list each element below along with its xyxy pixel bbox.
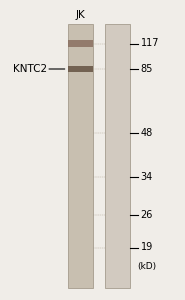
Text: 34: 34 <box>141 172 153 182</box>
Text: 48: 48 <box>141 128 153 139</box>
Text: 19: 19 <box>141 242 153 253</box>
Bar <box>68 24 92 288</box>
Text: 85: 85 <box>141 64 153 74</box>
Bar <box>68 40 92 47</box>
Text: (kD): (kD) <box>137 262 157 272</box>
Text: 117: 117 <box>141 38 159 49</box>
Text: KNTC2: KNTC2 <box>13 64 47 74</box>
Bar <box>105 24 130 288</box>
Text: JK: JK <box>76 10 85 20</box>
Text: 26: 26 <box>141 209 153 220</box>
Bar <box>68 66 92 72</box>
